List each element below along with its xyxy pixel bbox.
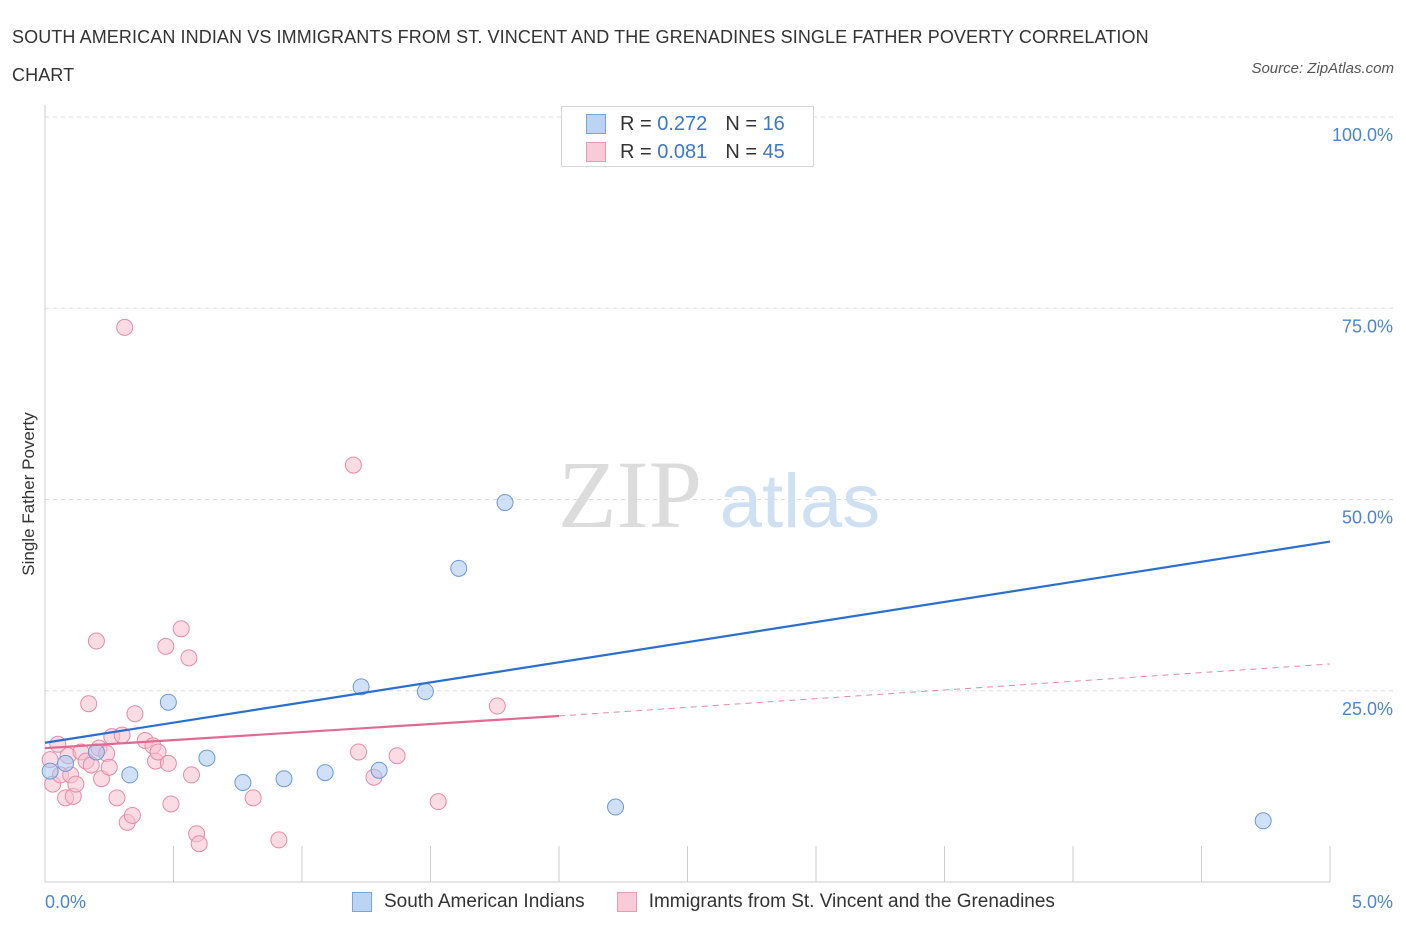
legend-n-value: 16 — [762, 112, 785, 135]
point-south-american-indians — [198, 749, 216, 767]
point-immigrants — [67, 775, 85, 793]
point-immigrants — [244, 789, 262, 807]
legend-swatch-blue — [352, 892, 372, 912]
legend-n-value: 45 — [762, 140, 785, 163]
point-south-american-indians — [234, 774, 252, 792]
axes — [44, 105, 1331, 883]
point-immigrants — [388, 747, 406, 765]
legend-swatch-pink — [616, 892, 637, 912]
point-south-american-indians — [607, 798, 625, 816]
point-immigrants — [157, 637, 175, 655]
point-immigrants — [190, 835, 208, 853]
y-tick-label: 50.0% — [1342, 508, 1393, 528]
point-south-american-indians — [450, 559, 468, 577]
point-south-american-indians — [57, 754, 75, 772]
x-tick-label: 5.0% — [1352, 892, 1393, 912]
point-immigrants — [429, 793, 447, 811]
point-south-american-indians — [41, 762, 59, 780]
point-south-american-indians — [370, 761, 388, 779]
legend-r-label: R = — [620, 140, 652, 163]
legend-r-label: R = — [620, 112, 652, 135]
point-immigrants — [488, 697, 506, 715]
legend-item-south-american-indians: South American Indians — [352, 891, 585, 913]
point-immigrants — [159, 754, 177, 772]
point-south-american-indians — [416, 683, 434, 701]
point-immigrants — [270, 831, 288, 849]
grid-lines — [45, 116, 1394, 692]
chart-title: SOUTH AMERICAN INDIAN VS IMMIGRANTS FROM… — [12, 27, 1149, 85]
legend-row-immigrants: R = 0.081 N = 45 — [586, 140, 785, 164]
point-immigrants — [149, 743, 167, 761]
legend-r-value: 0.272 — [657, 112, 708, 135]
point-immigrants — [126, 705, 144, 723]
point-south-american-indians — [352, 678, 370, 696]
point-immigrants — [172, 620, 190, 638]
point-immigrants — [108, 789, 126, 807]
data-points — [41, 108, 1272, 853]
point-south-american-indians — [275, 770, 293, 788]
trend-line-south-american-indians — [44, 540, 1331, 744]
point-immigrants — [87, 632, 105, 650]
point-south-american-indians — [121, 766, 139, 784]
source-label: Source: ZipAtlas.com — [1251, 60, 1394, 77]
trend-lines — [44, 540, 1331, 750]
legend-row-south-american-indians: R = 0.272 N = 16 — [586, 112, 785, 136]
legend-r-value: 0.081 — [657, 140, 708, 163]
point-immigrants — [116, 318, 134, 336]
watermark-atlas: atlas — [720, 459, 881, 544]
point-south-american-indians — [1254, 812, 1272, 830]
y-tick-label: 100.0% — [1332, 125, 1393, 145]
watermark-zip: ZIP — [558, 441, 702, 548]
point-immigrants — [350, 743, 368, 761]
point-south-american-indians — [159, 693, 177, 711]
y-tick-label: 25.0% — [1342, 699, 1393, 719]
legend-swatch-pink — [586, 142, 606, 162]
point-immigrants — [100, 758, 118, 776]
point-south-american-indians — [496, 494, 514, 512]
legend-label: Immigrants from St. Vincent and the Gren… — [648, 891, 1055, 912]
y-tick-label: 75.0% — [1342, 316, 1393, 336]
correlation-legend: R = 0.272 N = 16 R = 0.081 N = 45 — [561, 106, 814, 167]
series-legend: South American Indians Immigrants from S… — [352, 889, 1087, 915]
trend-line-immigrants — [44, 714, 560, 750]
point-immigrants — [182, 766, 200, 784]
legend-label: South American Indians — [384, 891, 585, 912]
tick-labels: 25.0% 50.0% 75.0% 100.0% 0.0% 5.0% — [45, 125, 1393, 912]
point-south-american-indians — [316, 764, 334, 782]
legend-n-label: N = — [725, 112, 757, 135]
legend-n-label: N = — [725, 140, 757, 163]
point-immigrants — [180, 649, 198, 667]
legend-swatch-blue — [586, 114, 606, 134]
x-tick-label: 0.0% — [45, 892, 86, 912]
trend-line-immigrants-extension — [558, 663, 1331, 717]
legend-item-immigrants: Immigrants from St. Vincent and the Gren… — [616, 891, 1055, 913]
point-immigrants — [123, 806, 141, 824]
y-axis-label: Single Father Poverty — [19, 412, 38, 576]
point-immigrants — [80, 695, 98, 713]
point-immigrants — [162, 795, 180, 813]
point-immigrants — [344, 456, 362, 474]
